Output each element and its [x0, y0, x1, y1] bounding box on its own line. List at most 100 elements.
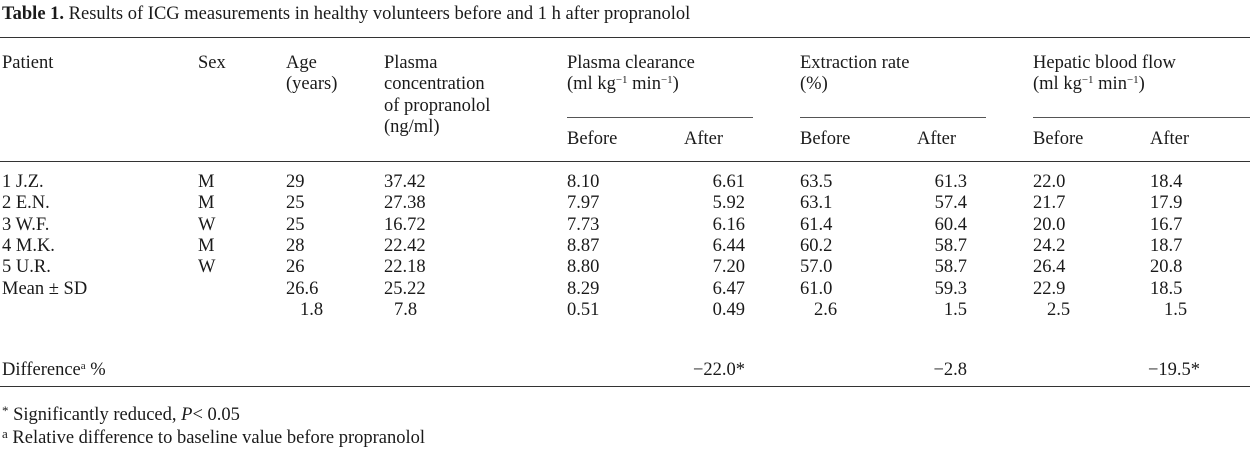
cell-pc-after: 6.16: [712, 214, 745, 235]
cell-age: 25: [286, 214, 305, 235]
header-flow-line1: Hepatic blood flow: [1033, 53, 1176, 73]
clearance-unit-a: (ml kg: [567, 74, 616, 94]
cell-age: 29: [286, 172, 305, 192]
cell-conc: 37.42: [384, 172, 426, 192]
cell-hbf-after: 18.7: [1150, 235, 1183, 256]
footnote-significance: * Significantly reduced, P< 0.05: [2, 403, 240, 426]
cell-pc-before: 8.29: [567, 278, 600, 299]
cell-pc-before: 7.73: [567, 214, 600, 235]
cell-sex: W: [198, 214, 216, 235]
footnote-star-text3: < 0.05: [192, 405, 240, 425]
difference-label: Differencea %: [2, 360, 106, 381]
header-flow-before: Before: [1033, 129, 1084, 149]
cell-patient: 3 W.F.: [2, 214, 50, 235]
cell-er-after: 1.5: [943, 299, 967, 320]
header-conc-line2: concentration: [384, 74, 485, 94]
header-conc-line1: Plasma: [384, 53, 438, 73]
cell-patient: 1 J.Z.: [2, 172, 44, 192]
cell-conc: 25.22: [384, 278, 426, 299]
flow-unit-b: min: [1098, 74, 1127, 94]
cell-er-before: 60.2: [800, 235, 833, 256]
header-extraction-after: After: [917, 129, 957, 149]
flow-unit-a: (ml kg: [1033, 74, 1082, 94]
header-age-line1: Age: [286, 53, 317, 73]
cell-age: 28: [286, 235, 305, 256]
cell-age: 1.8: [300, 299, 324, 320]
cell-hbf-after: 1.5: [1164, 299, 1188, 320]
header-flow-after: After: [1150, 129, 1190, 149]
cell-pc-before: 8.10: [567, 172, 600, 192]
clearance-group-rule: [567, 117, 753, 118]
cell-er-after: 61.3: [934, 172, 967, 192]
cell-pc-before: 0.51: [567, 299, 600, 320]
cell-sex: W: [198, 257, 216, 278]
cell-patient: 5 U.R.: [2, 257, 51, 278]
cell-hbf-before: 26.4: [1033, 257, 1066, 278]
header-clearance-after: After: [684, 129, 724, 149]
cell-patient: 4 M.K.: [2, 235, 55, 256]
header-clearance-line1: Plasma clearance: [567, 53, 695, 73]
cell-hbf-before: 20.0: [1033, 214, 1066, 235]
cell-er-before: 61.0: [800, 278, 833, 299]
header-clearance-before: Before: [567, 129, 618, 149]
cell-hbf-after: 17.9: [1150, 193, 1183, 214]
cell-conc: 16.72: [384, 214, 426, 235]
cell-pc-before: 8.80: [567, 257, 600, 278]
cell-hbf-after: 16.7: [1150, 214, 1183, 235]
difference-extraction: −2.8: [933, 360, 967, 380]
header-sex: Sex: [198, 53, 226, 73]
cell-age: 26: [286, 257, 305, 278]
caption-label: Table 1.: [2, 4, 65, 24]
cell-pc-before: 8.87: [567, 235, 600, 256]
cell-conc: 22.42: [384, 235, 426, 256]
cell-age: 26.6: [286, 278, 319, 299]
difference-unit: %: [90, 360, 106, 380]
header-bottom-rule: [0, 161, 1250, 162]
flow-group-rule: [1033, 117, 1250, 118]
cell-er-after: 58.7: [934, 257, 967, 278]
cell-conc: 22.18: [384, 257, 426, 278]
header-age-line2: (years): [286, 74, 338, 94]
cell-er-before: 63.1: [800, 193, 833, 214]
cell-pc-after: 5.92: [712, 193, 745, 214]
cell-er-before: 61.4: [800, 214, 833, 235]
clearance-exp-1: −1: [615, 74, 628, 86]
bottom-rule: [0, 386, 1250, 387]
footnote-a-text: Relative difference to baseline value be…: [12, 428, 426, 448]
cell-er-before: 63.5: [800, 172, 833, 192]
cell-er-after: 60.4: [934, 214, 967, 235]
cell-pc-after: 6.44: [712, 235, 745, 256]
footnote-star-symbol: *: [2, 403, 9, 418]
header-flow-line2: (ml kg−1 min−1): [1033, 74, 1145, 95]
cell-hbf-before: 24.2: [1033, 235, 1066, 256]
cell-hbf-before: 2.5: [1047, 299, 1071, 320]
header-extraction-line1: Extraction rate: [800, 53, 910, 73]
flow-exp-2: −1: [1126, 74, 1139, 86]
difference-flow: −19.5*: [1147, 360, 1200, 380]
cell-er-after: 58.7: [934, 235, 967, 256]
footnote-a-symbol: a: [2, 426, 8, 441]
cell-hbf-before: 21.7: [1033, 193, 1066, 214]
cell-hbf-before: 22.0: [1033, 172, 1066, 192]
clearance-exp-2: −1: [660, 74, 673, 86]
cell-er-after: 57.4: [934, 193, 967, 214]
cell-conc: 7.8: [394, 299, 418, 320]
cell-patient: 2 E.N.: [2, 193, 50, 214]
cell-patient: Mean ± SD: [2, 278, 88, 299]
cell-hbf-after: 20.8: [1150, 257, 1183, 278]
cell-pc-after: 7.20: [712, 257, 745, 278]
header-extraction-line2: (%): [800, 74, 828, 94]
flow-unit-c: ): [1138, 74, 1145, 94]
difference-text: Difference: [2, 360, 81, 380]
table-caption: Table 1. Results of ICG measurements in …: [2, 4, 690, 25]
header-clearance-line2: (ml kg−1 min−1): [567, 74, 679, 95]
header-conc-line3: of propranolol: [384, 96, 491, 116]
cell-hbf-after: 18.4: [1150, 172, 1183, 192]
cell-er-before: 57.0: [800, 257, 833, 278]
cell-hbf-before: 22.9: [1033, 278, 1066, 299]
flow-exp-1: −1: [1081, 74, 1094, 86]
cell-pc-before: 7.97: [567, 193, 600, 214]
cell-conc: 27.38: [384, 193, 426, 214]
header-extraction-before: Before: [800, 129, 851, 149]
